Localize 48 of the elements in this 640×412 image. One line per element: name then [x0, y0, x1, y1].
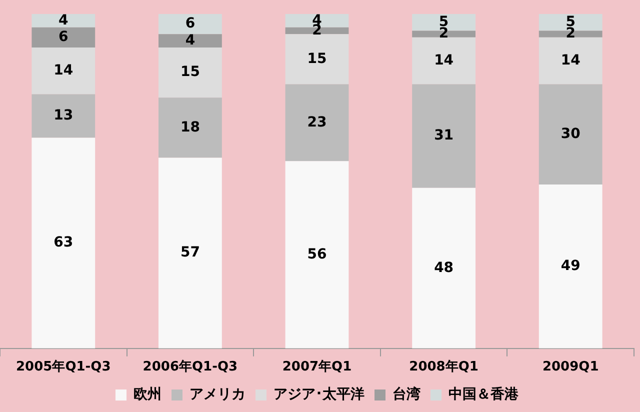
bar	[538, 84, 602, 185]
bar	[158, 34, 222, 48]
x-tick-label: 2007年Q1	[282, 360, 352, 375]
data-label: 18	[180, 119, 200, 136]
data-label: 14	[434, 52, 454, 68]
legend-label: 中国＆香港	[448, 386, 520, 403]
x-tick-label: 2006年Q1-Q3	[142, 360, 238, 375]
data-label: 4	[58, 12, 69, 28]
bar	[412, 188, 476, 348]
x-tick-label: 2005年Q1-Q3	[16, 360, 111, 375]
bar	[158, 158, 222, 348]
bar	[412, 84, 476, 188]
data-label: 48	[434, 260, 454, 276]
data-label: 49	[560, 258, 580, 274]
bar	[32, 14, 96, 28]
data-label: 6	[58, 29, 68, 46]
bar	[32, 138, 96, 348]
data-label: 15	[180, 64, 200, 80]
legend-label: アジア･太平洋	[274, 386, 364, 403]
bar	[158, 98, 222, 158]
data-label: 56	[307, 246, 327, 262]
legend-label: 欧州	[134, 386, 162, 403]
bar	[285, 84, 349, 162]
bar	[32, 27, 96, 48]
bar	[158, 47, 222, 98]
bar	[32, 47, 96, 94]
data-label: 31	[434, 128, 454, 144]
bar	[538, 184, 602, 348]
legend-label: 台湾	[392, 386, 420, 403]
bar	[158, 14, 222, 34]
data-label: 4	[185, 32, 196, 48]
bar	[412, 37, 476, 84]
bar	[538, 37, 602, 84]
data-label: 6	[185, 16, 196, 32]
data-label: 23	[307, 114, 327, 130]
bar	[285, 161, 349, 348]
legend-label: アメリカ	[190, 386, 246, 403]
data-label: 30	[560, 126, 581, 142]
data-label: 15	[307, 50, 327, 67]
bar	[285, 34, 349, 84]
data-label: 14	[560, 52, 581, 68]
x-tick-label: 2009Q1	[542, 360, 599, 375]
data-label: 63	[54, 234, 74, 251]
data-label: 57	[180, 244, 200, 261]
x-tick-label: 2008年Q1	[409, 360, 478, 375]
bar	[32, 94, 96, 138]
data-label: 14	[54, 62, 74, 78]
data-label: 13	[54, 108, 74, 124]
